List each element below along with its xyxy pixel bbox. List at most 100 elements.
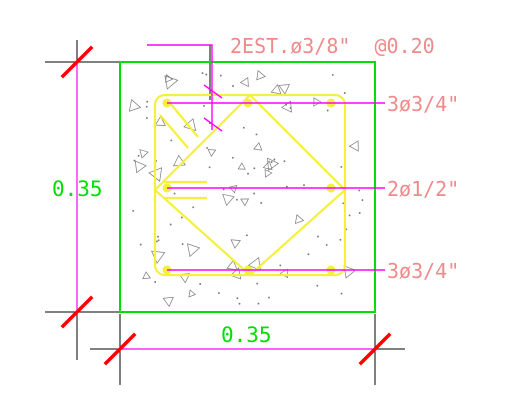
- tick-bottom-a: [103, 332, 137, 366]
- hatch-triangle: [264, 169, 273, 178]
- hatch-dot: [289, 107, 292, 110]
- inner-diamond-stirrup: [153, 93, 347, 277]
- hatch-dot: [217, 292, 220, 295]
- stirrup-hook-a: [159, 114, 189, 149]
- hatch-triangle: [207, 149, 217, 157]
- hatch-dot: [270, 161, 273, 164]
- hatch-dot: [331, 73, 334, 76]
- hatch-triangle: [164, 75, 179, 90]
- hatch-dot: [342, 202, 345, 205]
- stirrup-leader-tick-a: [203, 84, 223, 99]
- rebar-label-bot: 3ø3/4": [387, 259, 459, 283]
- hatch-dot: [157, 235, 159, 238]
- hatch-triangle: [247, 256, 261, 271]
- hatch-dot: [222, 188, 225, 191]
- hatch-dot: [199, 283, 202, 285]
- dimension-ticks: [60, 45, 392, 366]
- hatch-dot: [279, 264, 282, 267]
- stirrup-hook-b: [169, 102, 199, 138]
- hatch-dot: [340, 292, 343, 295]
- hatch-dot: [245, 234, 248, 237]
- hatch-triangle: [256, 70, 266, 81]
- hatch-dot: [325, 243, 328, 246]
- hatch-triangle: [154, 115, 166, 126]
- hatch-triangle: [313, 97, 322, 107]
- stirrup-label: 2EST.ø3/8" @0.20: [230, 34, 435, 58]
- hatch-triangle: [239, 76, 249, 87]
- dimension-height-label: 0.35: [52, 177, 103, 201]
- hatch-dot: [339, 238, 342, 241]
- hatch-dot: [146, 100, 149, 103]
- rebar-label-mid: 2ø1/2": [387, 177, 459, 201]
- hatch-dot: [235, 198, 238, 201]
- hatch-dot: [256, 282, 259, 285]
- hatch-triangle: [188, 289, 197, 298]
- leader-lines: [147, 44, 385, 271]
- tick-top-left: [60, 45, 94, 79]
- stirrup-leader-tick-b: [203, 117, 223, 132]
- hatch-dot: [238, 302, 241, 305]
- hatch-dot: [307, 253, 310, 256]
- stirrup-leader: [147, 44, 213, 130]
- dimension-width-label: 0.35: [221, 323, 272, 347]
- hatch-triangle: [151, 250, 166, 264]
- hatch-triangle: [348, 140, 359, 152]
- hatch-triangle: [128, 99, 142, 112]
- hatch-triangle: [162, 296, 174, 308]
- hatch-dot: [192, 206, 195, 209]
- hatch-triangle: [343, 265, 357, 279]
- hatch-triangle: [142, 271, 151, 280]
- hatch-dot: [181, 243, 184, 246]
- hatch-dot: [257, 302, 260, 305]
- hatch-triangle: [226, 259, 238, 271]
- column-outline: [119, 61, 376, 313]
- hatch-dot: [242, 126, 245, 129]
- hatch-triangle: [229, 267, 242, 280]
- hatch-triangle: [139, 149, 149, 159]
- hatch-dot: [201, 72, 204, 75]
- hatch-dot: [155, 240, 158, 243]
- hatch-triangle: [165, 74, 174, 83]
- hatch-triangle: [240, 198, 250, 207]
- hatch-dot: [232, 85, 234, 87]
- hatch-dot: [273, 158, 276, 161]
- tick-bottom-left: [60, 295, 94, 329]
- hatch-dot: [268, 296, 270, 299]
- hatch-triangle: [222, 193, 235, 206]
- hatch-dot: [203, 104, 205, 107]
- hatch-dot: [145, 117, 148, 120]
- hatch-dot: [170, 139, 173, 142]
- hatch-dot: [358, 212, 361, 214]
- concrete-hatch: [128, 70, 364, 308]
- hatch-triangle: [278, 84, 290, 95]
- hatch-dot: [231, 156, 234, 159]
- hatch-triangle: [187, 243, 201, 258]
- hatch-triangle: [237, 162, 246, 170]
- dimension-measure-lines: [76, 62, 375, 350]
- stirrups: [153, 93, 347, 277]
- hatch-dot: [247, 172, 249, 175]
- hatch-dot: [173, 192, 176, 195]
- hatch-triangle: [267, 157, 280, 171]
- hatch-dot: [132, 209, 135, 212]
- hatch-dot: [169, 223, 172, 226]
- hatch-dot: [283, 160, 286, 163]
- hatch-dot: [361, 199, 364, 202]
- hatch-dot: [285, 185, 288, 188]
- hatch-dot: [340, 165, 343, 168]
- hatch-triangle: [270, 84, 282, 95]
- hatch-dot: [255, 133, 258, 136]
- hatch-dot: [285, 103, 288, 106]
- hatch-dot: [326, 109, 329, 112]
- hatch-dot: [154, 281, 157, 283]
- hatch-dot: [208, 166, 211, 169]
- hatch-dot: [260, 202, 263, 204]
- hatch-dot: [180, 216, 183, 219]
- hatch-dot: [137, 154, 140, 157]
- rebar-label-top: 3ø3/4": [387, 92, 459, 116]
- hatch-dot: [348, 214, 351, 217]
- tick-bottom-b: [358, 332, 392, 366]
- hatch-dot: [253, 167, 256, 170]
